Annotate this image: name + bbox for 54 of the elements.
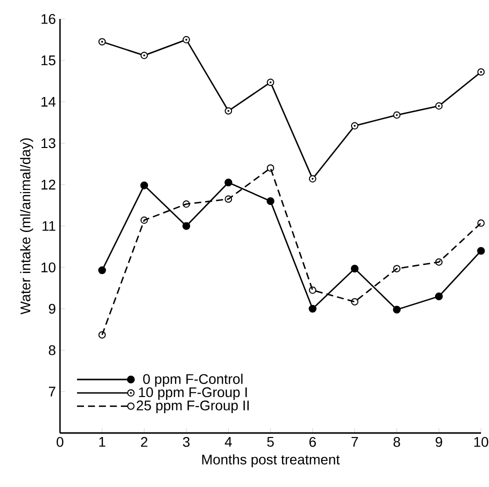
x-tick-label: 9 [436, 437, 442, 447]
y-tick-label: 15 [42, 56, 56, 66]
point [393, 264, 400, 272]
y-tick-label: 14 [42, 97, 56, 107]
point [435, 258, 443, 266]
x-tick-label: 0 [56, 437, 64, 447]
point [182, 222, 190, 230]
x-tick-label: 1 [99, 437, 106, 447]
point [140, 182, 148, 190]
point [224, 195, 232, 203]
y-tick-label: 13 [42, 138, 56, 148]
y-tick-label: 10 [42, 262, 56, 272]
point [182, 200, 190, 208]
point [98, 331, 106, 339]
x-tick-label: 7 [352, 437, 358, 447]
point [140, 216, 148, 224]
x-tick-label: 8 [394, 437, 400, 447]
legend-label: 25 ppm F-Group II [136, 400, 249, 414]
x-tick-label: 10 [474, 437, 488, 447]
point [308, 304, 316, 313]
point [224, 178, 232, 186]
y-tick-label: 11 [42, 221, 56, 231]
point [266, 164, 274, 172]
point [140, 52, 148, 60]
point [308, 175, 316, 182]
point [393, 111, 400, 119]
x-tick-label: 5 [267, 437, 274, 447]
point [435, 292, 443, 300]
point [224, 107, 232, 115]
x-tick-label: 4 [224, 437, 232, 447]
y-tick-label: 12 [42, 180, 56, 190]
point [266, 78, 274, 86]
point [351, 298, 358, 306]
point [477, 219, 485, 227]
point [98, 266, 106, 274]
x-axis-title: Months post treatment [202, 454, 340, 468]
legend-label: 0 ppm F-Control [143, 374, 242, 387]
point [308, 286, 316, 294]
point [435, 102, 443, 110]
y-tick-label: 8 [48, 345, 56, 356]
legend-label: 10 ppm F-Group I [139, 387, 247, 400]
y-axis-title: Water intake (ml/animal/day) [20, 138, 34, 314]
point [98, 38, 106, 46]
y-tick-label: 7 [48, 386, 56, 396]
point [477, 68, 485, 76]
y-tick-label: 9 [48, 304, 56, 314]
x-tick-label: 2 [141, 437, 148, 447]
y-tick-label: 16 [42, 14, 56, 24]
point [477, 246, 485, 255]
point [350, 264, 359, 273]
x-tick-label: 3 [182, 437, 190, 447]
point [266, 197, 274, 206]
x-tick-label: 6 [309, 437, 316, 447]
point [392, 306, 401, 314]
